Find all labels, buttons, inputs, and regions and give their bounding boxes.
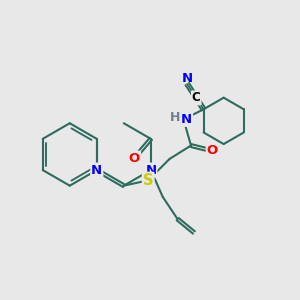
Text: N: N [182, 72, 193, 85]
Text: N: N [181, 113, 192, 126]
Text: O: O [207, 144, 218, 158]
Text: N: N [91, 164, 102, 177]
Text: N: N [145, 164, 156, 177]
Text: O: O [129, 152, 140, 165]
Text: S: S [143, 173, 153, 188]
Text: C: C [192, 92, 201, 104]
Text: H: H [170, 110, 180, 124]
